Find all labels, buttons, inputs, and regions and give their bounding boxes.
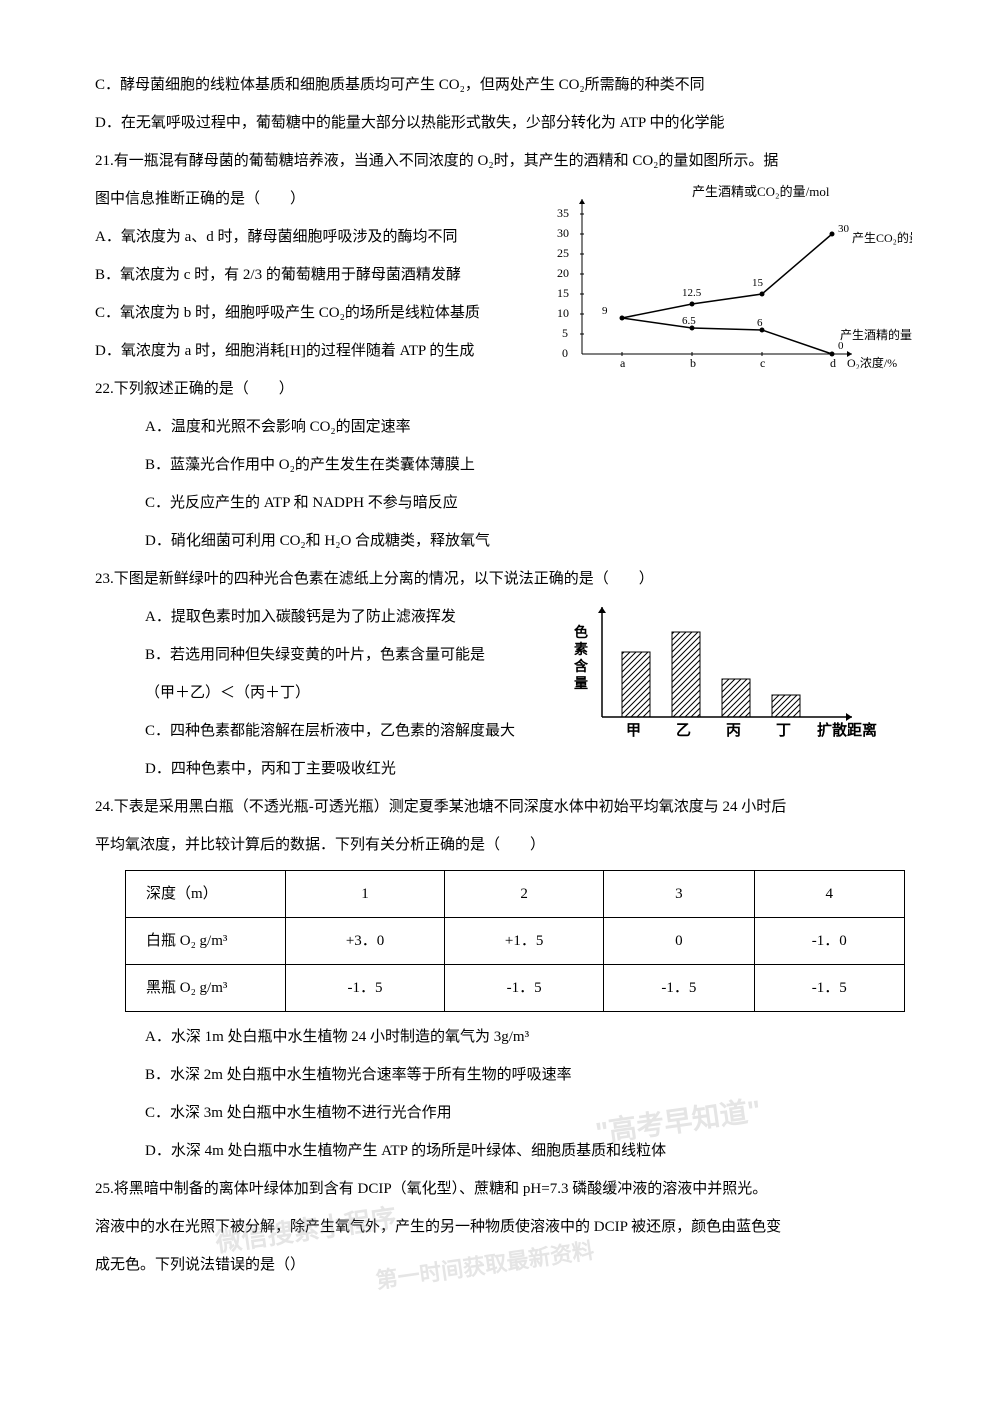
table-header-1: 1 — [286, 871, 445, 918]
table-cell: +3．0 — [286, 918, 445, 965]
q22-text: 22.下列叙述正确的是（ ） — [95, 374, 912, 404]
q23-text: 23.下图是新鲜绿叶的四种光合色素在滤纸上分离的情况，以下说法正确的是（ ） — [95, 564, 912, 594]
table-row: 深度（m） 1 2 3 4 — [126, 871, 905, 918]
q24-cont: 平均氧浓度，并比较计算后的数据．下列有关分析正确的是（ ） — [95, 830, 912, 860]
oxygen-table: 深度（m） 1 2 3 4 白瓶 O₂ g/m³ +3．0 +1．5 0 -1．… — [125, 870, 905, 1012]
q25-cont2: 成无色。下列说法错误的是（） — [95, 1250, 912, 1280]
svg-text:15: 15 — [752, 277, 764, 289]
q22-option-a: A．温度和光照不会影响 CO₂的固定速率 — [95, 412, 912, 442]
q22-option-c: C．光反应产生的 ATP 和 NADPH 不参与暗反应 — [95, 488, 912, 518]
q21-option-d: D．氧浓度为 a 时，细胞消耗[H]的过程伴随着 ATP 的生成 — [95, 336, 515, 366]
table-cell: -1．5 — [754, 965, 904, 1012]
table-header-2: 2 — [445, 871, 604, 918]
svg-text:30: 30 — [838, 223, 850, 235]
svg-text:25: 25 — [557, 246, 569, 260]
svg-text:产生酒精的量: 产生酒精的量 — [840, 327, 912, 342]
svg-text:色: 色 — [574, 624, 588, 641]
chart1-title: 产生酒精或CO₂的量/mol — [692, 184, 830, 199]
svg-text:扩散距离: 扩散距离 — [817, 721, 877, 739]
table-cell: -1．0 — [754, 918, 904, 965]
chart-pigment: 色 素 含 量 甲 乙 丙 丁 扩散距离 — [552, 592, 902, 742]
table-cell: 白瓶 O₂ g/m³ — [126, 918, 286, 965]
svg-text:丙: 丙 — [726, 722, 741, 739]
svg-text:35: 35 — [557, 206, 569, 220]
table-cell: -1．5 — [604, 965, 754, 1012]
chart-co2-alcohol: 产生酒精或CO₂的量/mol 0 5 10 15 20 25 30 35 a b… — [542, 184, 912, 369]
table-cell: 0 — [604, 918, 754, 965]
svg-text:d: d — [830, 356, 836, 369]
q23-option-c: C．四种色素都能溶解在层析液中，乙色素的溶解度最大 — [95, 716, 515, 746]
svg-text:0: 0 — [562, 346, 568, 360]
svg-text:9: 9 — [602, 305, 608, 317]
q22-option-d: D．硝化细菌可利用 CO₂和 H₂O 合成糖类，释放氧气 — [95, 526, 912, 556]
q21-option-a: A．氧浓度为 a、d 时，酵母菌细胞呼吸涉及的酶均不同 — [95, 222, 515, 252]
q21-text: 21.有一瓶混有酵母菌的葡萄糖培养液，当通入不同浓度的 O₂时，其产生的酒精和 … — [95, 146, 912, 176]
svg-text:20: 20 — [557, 266, 569, 280]
q24-option-a: A．水深 1m 处白瓶中水生植物 24 小时制造的氧气为 3g/m³ — [95, 1022, 912, 1052]
q21-option-c: C．氧浓度为 b 时，细胞呼吸产生 CO₂的场所是线粒体基质 — [95, 298, 515, 328]
table-cell: -1．5 — [445, 965, 604, 1012]
svg-text:5: 5 — [562, 326, 568, 340]
table-header-3: 3 — [604, 871, 754, 918]
table-row: 黑瓶 O₂ g/m³ -1．5 -1．5 -1．5 -1．5 — [126, 965, 905, 1012]
svg-text:乙: 乙 — [676, 723, 691, 739]
svg-text:含: 含 — [574, 658, 589, 675]
q24-text: 24.下表是采用黑白瓶（不透光瓶-可透光瓶）测定夏季某池塘不同深度水体中初始平均… — [95, 792, 912, 822]
q23-option-b2: （甲＋乙）＜（丙＋丁） — [95, 678, 515, 708]
svg-text:b: b — [690, 356, 696, 369]
q20-option-d: D．在无氧呼吸过程中，葡萄糖中的能量大部分以热能形式散失，少部分转化为 ATP … — [95, 108, 912, 138]
q23-option-a: A．提取色素时加入碳酸钙是为了防止滤液挥发 — [95, 602, 515, 632]
q23-option-d: D．四种色素中，丙和丁主要吸收红光 — [95, 754, 912, 784]
q25-cont: 溶液中的水在光照下被分解，除产生氧气外，产生的另一种物质使溶液中的 DCIP 被… — [95, 1212, 912, 1242]
svg-text:a: a — [620, 356, 626, 369]
svg-text:产生CO₂的量: 产生CO₂的量 — [852, 230, 912, 245]
svg-text:6.5: 6.5 — [682, 315, 696, 327]
q24-option-d: D．水深 4m 处白瓶中水生植物产生 ATP 的场所是叶绿体、细胞质基质和线粒体 — [95, 1136, 912, 1166]
svg-text:丁: 丁 — [776, 723, 791, 739]
svg-text:量: 量 — [574, 676, 588, 692]
q22-option-b: B．蓝藻光合作用中 O₂的产生发生在类囊体薄膜上 — [95, 450, 912, 480]
svg-text:12.5: 12.5 — [682, 287, 702, 299]
svg-text:甲: 甲 — [626, 722, 641, 739]
table-row: 白瓶 O₂ g/m³ +3．0 +1．5 0 -1．0 — [126, 918, 905, 965]
svg-text:15: 15 — [557, 286, 569, 300]
table-cell: +1．5 — [445, 918, 604, 965]
q24-option-b: B．水深 2m 处白瓶中水生植物光合速率等于所有生物的呼吸速率 — [95, 1060, 912, 1090]
svg-text:30: 30 — [557, 226, 569, 240]
svg-text:素: 素 — [574, 641, 588, 658]
svg-text:10: 10 — [557, 306, 569, 320]
table-header-0: 深度（m） — [126, 871, 286, 918]
q20-option-c: C．酵母菌细胞的线粒体基质和细胞质基质均可产生 CO₂，但两处产生 CO₂所需酶… — [95, 70, 912, 100]
svg-text:O₂浓度/%: O₂浓度/% — [847, 355, 897, 369]
svg-text:c: c — [760, 356, 765, 369]
table-cell: 黑瓶 O₂ g/m³ — [126, 965, 286, 1012]
q23-option-b: B．若选用同种但失绿变黄的叶片，色素含量可能是 — [95, 640, 515, 670]
table-cell: -1．5 — [286, 965, 445, 1012]
table-header-4: 4 — [754, 871, 904, 918]
q21-option-b: B．氧浓度为 c 时，有 2/3 的葡萄糖用于酵母菌酒精发酵 — [95, 260, 515, 290]
svg-text:6: 6 — [757, 317, 763, 329]
q25-text: 25.将黑暗中制备的离体叶绿体加到含有 DCIP（氧化型）、蔗糖和 pH=7.3… — [95, 1174, 912, 1204]
q24-option-c: C．水深 3m 处白瓶中水生植物不进行光合作用 — [95, 1098, 912, 1128]
